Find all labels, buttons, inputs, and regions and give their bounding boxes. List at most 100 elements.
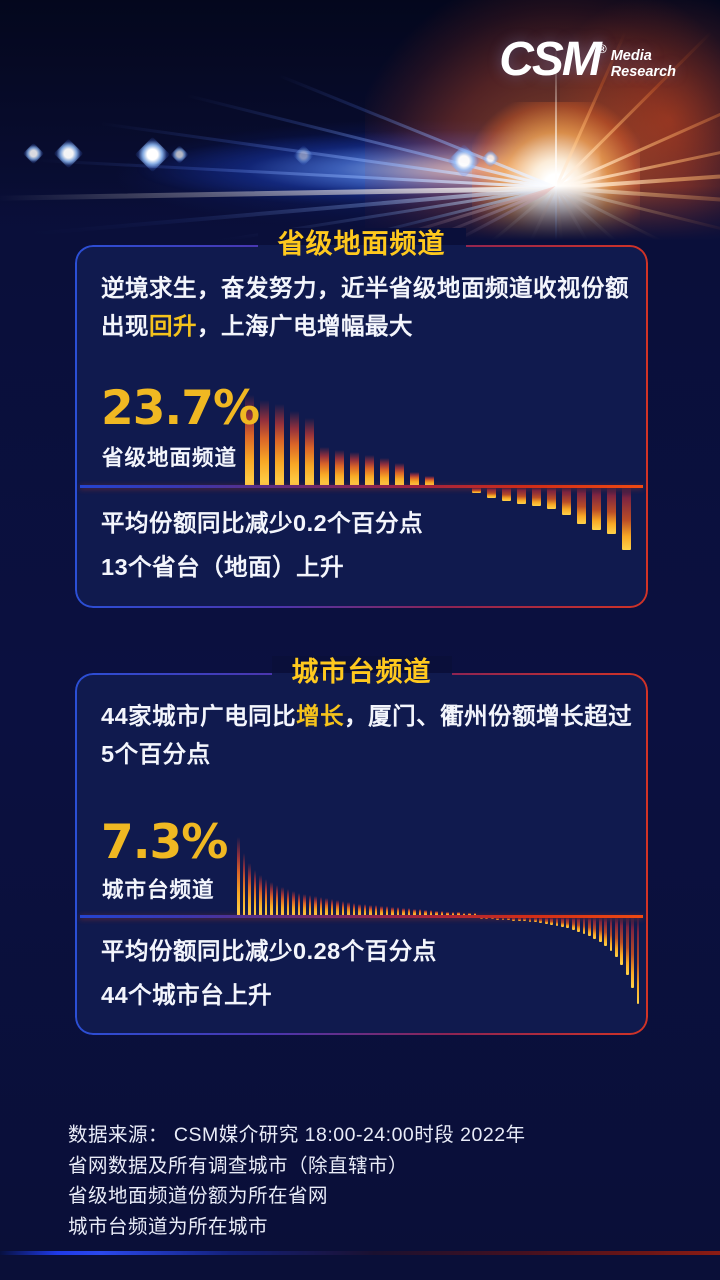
logo-tagline-line2: Research: [610, 64, 676, 81]
chart-bar: [237, 837, 240, 915]
chart-bar: [308, 895, 312, 915]
card-title-city: 城市台频道: [271, 656, 452, 690]
logo-tagline: Media Research: [611, 48, 676, 81]
chart-bar: [490, 917, 494, 919]
bottom-accent-bar: [0, 1251, 720, 1255]
blue-glow-band: [0, 108, 640, 248]
chart-bar: [588, 917, 591, 936]
light-ray: [555, 159, 720, 190]
chart-bar: [429, 910, 433, 915]
light-ray: [554, 186, 706, 248]
csm-logo: CSM ® Media Research: [499, 36, 676, 84]
stat-label-provincial: 省级地面频道: [102, 446, 238, 470]
chart-bar: [487, 487, 496, 498]
chart-bar: [319, 897, 323, 915]
light-ray: [555, 186, 720, 248]
chart-bar: [248, 863, 251, 915]
chart-bar: [374, 905, 378, 915]
card-provincial-channels: 省级地面频道 逆境求生，奋发努力，近半省级地面频道收视份额出现回升，上海广电增幅…: [75, 228, 648, 608]
chart-bar: [539, 917, 543, 923]
chart-bar: [462, 912, 466, 915]
sparkle-diamond-icon: [134, 136, 171, 173]
chart-bar: [547, 487, 556, 509]
footer-line: 省级地面频道份额为所在省网: [68, 1185, 329, 1207]
chart-bar: [363, 904, 367, 915]
sparkle-diamond-icon: [447, 144, 481, 178]
registered-mark-icon: ®: [597, 42, 607, 56]
chart-bar: [358, 903, 361, 915]
chart-bar: [566, 917, 570, 928]
starburst-core-icon: [472, 102, 640, 248]
chart-bar: [615, 917, 618, 957]
chart-bar: [534, 917, 537, 922]
chart-bar: [457, 912, 460, 915]
chart-bar: [523, 917, 526, 921]
chart-bar: [480, 917, 483, 919]
footer-line: 省网数据及所有调查城市（除直辖市）: [68, 1154, 409, 1177]
light-ray: [554, 187, 574, 248]
chart-bar: [512, 917, 516, 921]
sparkle-diamond-icon: [292, 144, 315, 167]
chart-bar: [242, 853, 246, 915]
chart-bar: [341, 901, 345, 915]
chart-bar: [253, 870, 257, 915]
light-ray: [482, 186, 558, 248]
chart-bar: [259, 875, 262, 915]
chart-bar: [275, 404, 284, 485]
chart-bar: [592, 487, 601, 530]
chart-bar: [407, 908, 411, 915]
chart-bar: [528, 917, 532, 922]
chart-bar: [485, 917, 489, 919]
chart-bar: [380, 905, 383, 915]
note-line: 平均份额同比减少0.2个百分点: [101, 510, 424, 536]
body-text-segment: ，厦门、衢州份额增长超过5个百分点: [101, 703, 633, 767]
light-ray: [555, 187, 557, 248]
sparkle-diamond-icon: [170, 145, 189, 164]
chart-bar: [577, 917, 580, 932]
chart-bar: [352, 903, 356, 915]
chart-bar: [446, 911, 449, 915]
chart-bar: [330, 899, 334, 915]
sparkle-diamond-icon: [22, 142, 45, 165]
chart-bar: [425, 476, 434, 485]
light-ray: [186, 94, 557, 189]
footer-source-notes: 数据来源： CSM媒介研究 18:00-24:00时段 2022年 省网数据及所有…: [68, 1120, 526, 1242]
note-line: 44个城市台上升: [101, 982, 273, 1008]
chart-bar: [325, 898, 328, 915]
chart-bar: [297, 893, 301, 915]
light-ray: [100, 121, 557, 189]
sparkle-diamond-icon: [481, 149, 500, 168]
chart-bar: [622, 487, 631, 550]
card-city-channels: 城市台频道 44家城市广电同比增长，厦门、衢州份额增长超过5个百分点 7.3% …: [75, 656, 648, 1035]
chart-bar: [501, 917, 505, 920]
chart-bar: [303, 894, 306, 915]
card-title-provincial: 省级地面频道: [257, 228, 466, 262]
chart-bar: [270, 882, 273, 915]
chart-axis-line: [80, 485, 643, 488]
body-text-segment: ，上海广电增幅最大: [197, 313, 413, 339]
chart-bar: [496, 917, 499, 920]
highlight-text: 回升: [149, 313, 197, 339]
light-ray: [36, 158, 557, 189]
chart-bar: [320, 447, 329, 485]
chart-bar: [473, 913, 477, 915]
stat-label-city: 城市台频道: [102, 878, 215, 902]
light-ray: [555, 115, 720, 189]
chart-bar: [555, 917, 559, 926]
chart-bar: [604, 917, 607, 946]
chart-bar: [380, 458, 389, 485]
chart-bar: [507, 917, 510, 920]
chart-bar: [292, 891, 295, 915]
chart-bar: [562, 487, 571, 515]
chart-bar: [365, 455, 374, 485]
chart-bar: [369, 904, 372, 915]
chart-bar: [305, 418, 314, 485]
chart-bar: [544, 917, 548, 924]
chart-bar: [286, 889, 290, 915]
chart-bar: [424, 909, 427, 915]
chart-bar: [550, 917, 553, 925]
chart-bar: [593, 917, 597, 939]
light-ray: [555, 186, 720, 248]
chart-bar: [410, 472, 419, 485]
chart-bar: [440, 911, 444, 915]
